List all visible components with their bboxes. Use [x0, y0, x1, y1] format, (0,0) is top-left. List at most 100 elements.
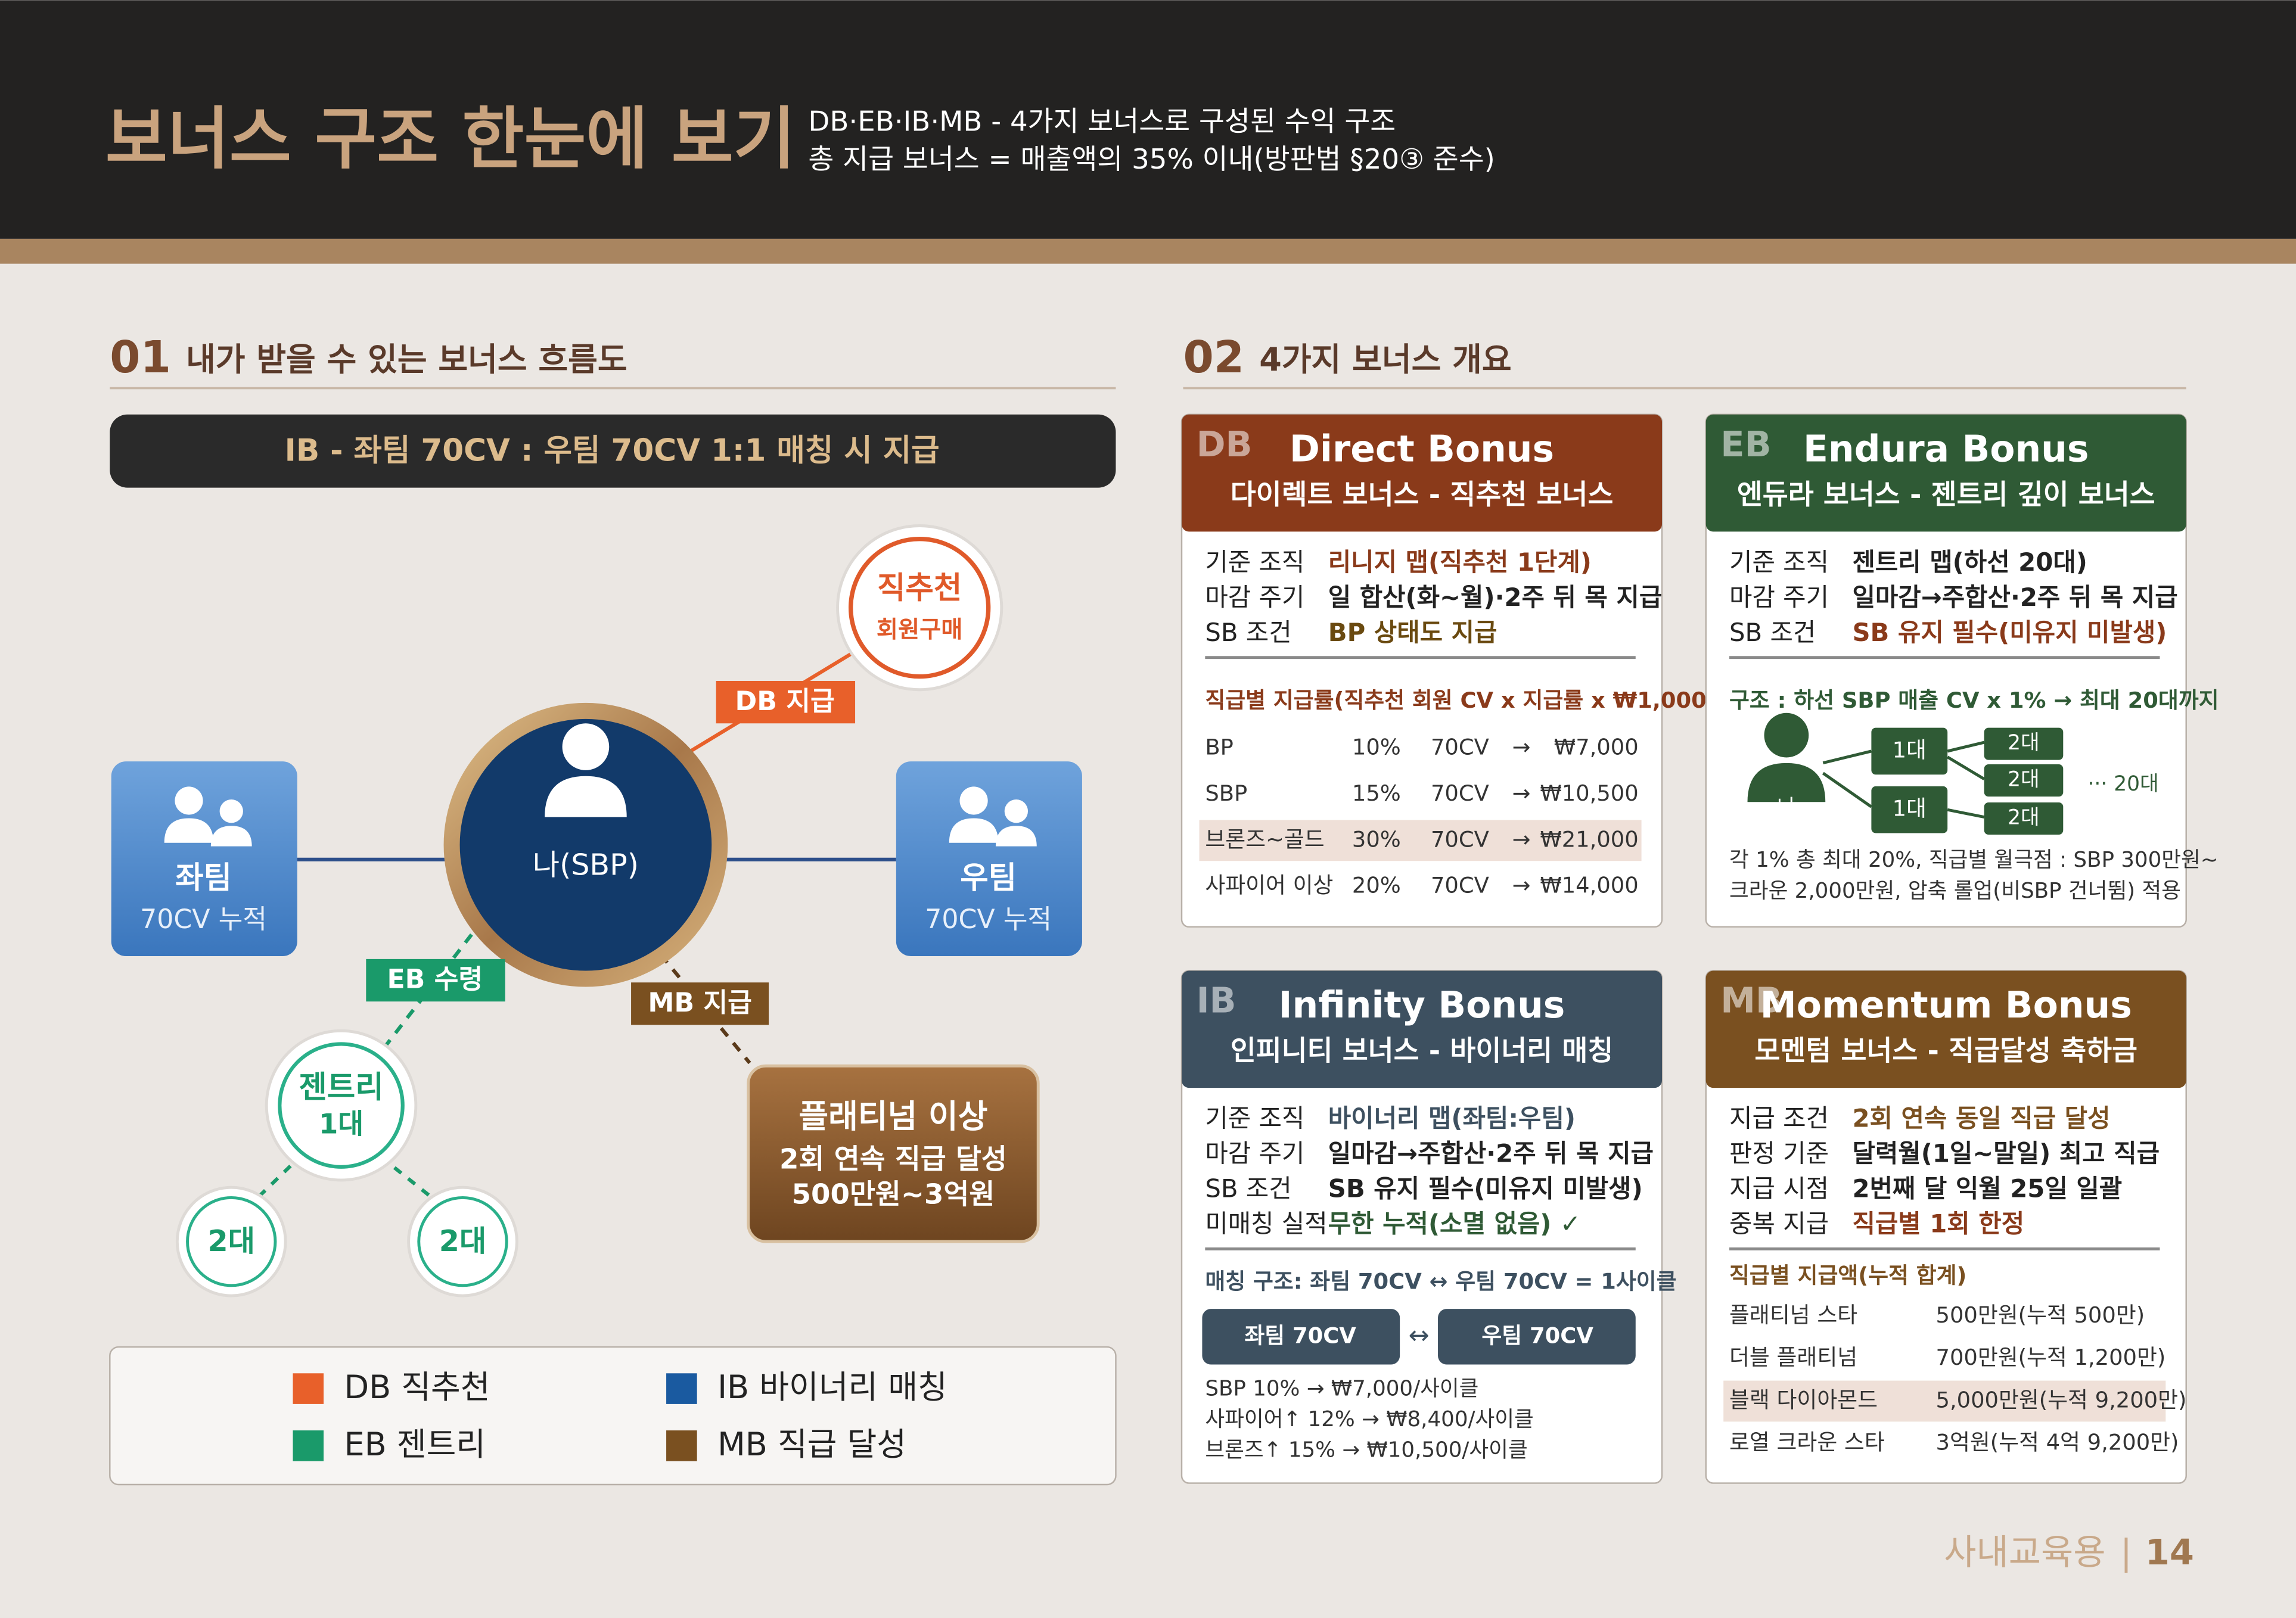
center-label: 나(SBP) — [533, 848, 639, 882]
tag-text: EB 수령 — [387, 964, 483, 995]
legend-label: EB 젠트리 — [344, 1426, 486, 1463]
person-body — [164, 818, 214, 843]
card-header — [1705, 414, 2186, 532]
card-header — [1705, 970, 2186, 1088]
row-value: 2번째 달 익월 25일 일괄 — [1852, 1174, 2122, 1203]
table-cell: 15% — [1352, 780, 1401, 806]
table-cell: 70CV — [1431, 735, 1489, 760]
section-title: 내가 받을 수 있는 보너스 흐름도 — [186, 341, 627, 378]
tree-more: ··· 20대 — [2087, 772, 2158, 796]
row-label: 미매칭 실적 — [1205, 1209, 1327, 1239]
table-cell: 10% — [1352, 735, 1401, 760]
person-body — [545, 776, 627, 817]
table-cell: 700만원(누적 1,200만) — [1936, 1345, 2166, 1370]
table-cell: → — [1512, 780, 1531, 806]
table-cell: 20% — [1352, 873, 1401, 898]
card-name: Infinity Bonus — [1279, 984, 1565, 1026]
card-name: Momentum Bonus — [1760, 984, 2132, 1026]
person-body — [210, 826, 252, 847]
card-code: EB — [1720, 424, 1771, 465]
person-body — [949, 818, 999, 843]
card-name: Endura Bonus — [1803, 428, 2089, 470]
card-header — [1182, 970, 1663, 1088]
row-value: 일 합산(화~월)·2주 뒤 목 지급 — [1328, 583, 1663, 612]
team-sub: 70CV 누적 — [140, 904, 267, 935]
connector — [1946, 755, 1985, 780]
section-title: 4가지 보너스 개요 — [1259, 341, 1511, 378]
person-body — [995, 826, 1037, 847]
table-cell: 플래티넘 스타 — [1729, 1302, 1857, 1328]
connector — [1822, 749, 1872, 764]
tree-gen2 — [1984, 727, 2064, 760]
rate-line: 사파이어↑ 12% → ₩8,400/사이클 — [1205, 1407, 1534, 1432]
banner — [110, 414, 1116, 488]
card-header — [1182, 414, 1663, 532]
rate-line: SBP 10% → ₩7,000/사이클 — [1205, 1376, 1478, 1401]
legend-label: IB 바이너리 매칭 — [717, 1368, 947, 1406]
gentry-label: 젠트리 — [299, 1070, 383, 1106]
row-value: SB 유지 필수(미유지 미발생) — [1328, 1174, 1643, 1203]
matching-box — [1202, 1309, 1400, 1365]
card-subtitle: 엔듀라 보너스 - 젠트리 깊이 보너스 — [1737, 479, 2155, 511]
row-value: 바이너리 맵(좌팀:우팀) — [1328, 1104, 1576, 1133]
team-sub: 70CV 누적 — [925, 904, 1052, 935]
tree-gen1 — [1871, 786, 1948, 833]
row-label: 기준 조직 — [1729, 547, 1829, 577]
row-value: SB 유지 필수(미유지 미발생) — [1852, 618, 2167, 647]
page-number: 14 — [2145, 1532, 2194, 1573]
person-head — [175, 786, 203, 815]
row-value: 젠트리 맵(하선 20대) — [1852, 547, 2087, 577]
team-label: 우팀 — [960, 860, 1017, 896]
row-value: 무한 누적(소멸 없음) ✓ — [1328, 1209, 1581, 1239]
person-head — [219, 799, 243, 823]
tree-gen1 — [1871, 727, 1948, 775]
legend-box — [109, 1346, 1117, 1486]
direct-label: 직추천 — [877, 571, 962, 606]
table-cell: 로열 크라운 스타 — [1729, 1430, 1885, 1455]
table-title: 직급별 지급률(직추천 회원 CV x 지급률 x ₩1,000) — [1205, 687, 1716, 713]
table-cell: ₩10,500 — [1540, 780, 1638, 806]
tree-label: 2대 — [2008, 768, 2040, 792]
section-number: 02 — [1183, 332, 1244, 383]
card-subtitle: 인피니티 보너스 - 바이너리 매칭 — [1231, 1035, 1614, 1068]
legend-label: MB 직급 달성 — [717, 1426, 906, 1463]
row-label: 판정 기준 — [1729, 1139, 1829, 1168]
row-value: 일마감→주합산·2주 뒤 목 지급 — [1328, 1139, 1654, 1168]
row-label: 중복 지급 — [1729, 1209, 1829, 1239]
structure-text: 구조 : 하선 SBP 매출 CV x 1% → 최대 20대까지 — [1729, 687, 2219, 713]
tree-gen2 — [1984, 802, 2064, 835]
subtitle: DB·EB·IB·MB - 4가지 보너스로 구성된 수익 구조 — [808, 105, 1396, 138]
row-label: 지급 조건 — [1729, 1104, 1829, 1133]
matching-label: 우팀 70CV — [1481, 1323, 1593, 1348]
team-box — [111, 761, 297, 956]
rate-line: 브론즈↑ 15% → ₩10,500/사이클 — [1205, 1438, 1527, 1463]
gentry-inner — [278, 1042, 405, 1169]
platinum-title: 플래티넘 이상 — [799, 1097, 987, 1135]
person-head — [959, 786, 988, 815]
page-title: 보너스 구조 한눈에 보기 — [105, 99, 796, 178]
row-value: 일마감→주합산·2주 뒤 목 지급 — [1852, 583, 2177, 612]
card-name: Direct Bonus — [1290, 428, 1554, 470]
matching-box — [1438, 1309, 1636, 1365]
note: 각 1% 총 최대 20%, 직급별 월극점 : SBP 300만원~ — [1729, 848, 2219, 872]
legend-swatch — [666, 1373, 697, 1404]
row-label: 기준 조직 — [1205, 1104, 1304, 1133]
row-value: 직급별 1회 한정 — [1852, 1209, 2024, 1239]
person-head — [1004, 799, 1029, 823]
card-code: MB — [1720, 980, 1782, 1021]
center-circle — [459, 718, 712, 971]
legend-swatch — [666, 1430, 697, 1461]
person-head — [562, 723, 610, 770]
row-value: 2회 연속 동일 직급 달성 — [1852, 1104, 2110, 1133]
section-number: 01 — [110, 332, 171, 383]
gen2-inner — [417, 1196, 508, 1287]
connector — [379, 1155, 433, 1199]
table-cell: → — [1512, 873, 1531, 898]
matching-title: 매칭 구조: 좌팀 70CV ↔ 우팀 70CV = 1사이클 — [1205, 1268, 1676, 1294]
table-cell: ₩21,000 — [1540, 826, 1638, 852]
mb-tag — [631, 982, 769, 1025]
legend-swatch — [293, 1430, 324, 1461]
db-tag — [716, 680, 856, 724]
